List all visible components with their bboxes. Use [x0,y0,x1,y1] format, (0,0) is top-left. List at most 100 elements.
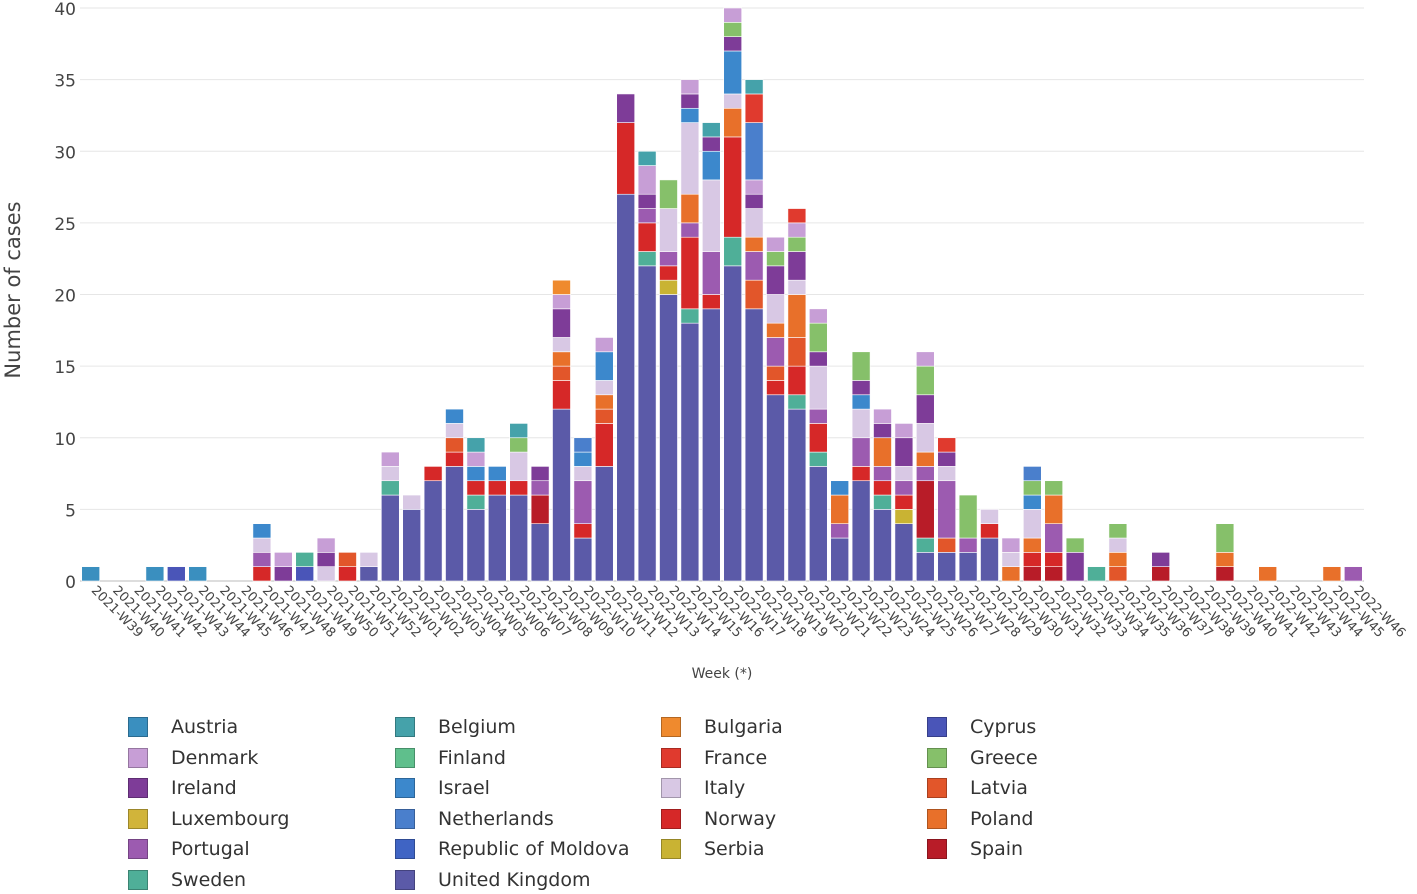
bar-segment-denmark [595,337,614,353]
bar-segment-united-kingdom [830,537,849,582]
bar-segment-ireland [702,136,721,152]
legend-swatch [395,869,415,890]
legend-item-latvia[interactable]: Latvia [927,775,1028,801]
bar-segment-united-kingdom [381,494,400,582]
bar-segment-ireland [316,552,336,567]
bar-segment-greece [723,22,742,37]
legend-item-bulgaria[interactable]: Bulgaria [661,714,783,740]
bar-segment-united-kingdom [680,322,700,582]
legend-item-republic-of-moldova[interactable]: Republic of Moldova [395,836,629,862]
bar-segment-norway [894,494,914,510]
bar-segment-denmark [744,179,764,195]
bar-segment-italy [509,451,528,482]
legend-item-portugal[interactable]: Portugal [128,836,250,862]
bar-segment-latvia [787,337,807,367]
bar-segment-netherlands [1023,466,1042,482]
legend-item-denmark[interactable]: Denmark [128,745,258,771]
legend-item-united-kingdom[interactable]: United Kingdom [395,867,591,893]
x-axis-title: Week (*) [692,666,753,682]
legend-item-israel[interactable]: Israel [395,775,490,801]
bar-segment-united-kingdom [423,480,443,582]
bar-segment-latvia [595,408,614,424]
bar-segment-italy [744,208,764,238]
bar-segment-poland [723,107,742,138]
bar-segment-sweden [873,494,892,510]
bar-segment-sweden [916,537,935,553]
bar-segment-italy [595,380,614,396]
legend-item-finland[interactable]: Finland [395,745,506,771]
legend-item-ireland[interactable]: Ireland [128,775,237,801]
legend-swatch [661,747,681,768]
legend-item-austria[interactable]: Austria [128,714,238,740]
legend-label: Luxembourg [171,807,290,830]
bar-segment-portugal [530,480,550,496]
bar-segment-portugal [1044,523,1063,553]
y-tick-label: 20 [54,287,76,307]
legend-item-serbia[interactable]: Serbia [661,836,765,862]
bar-segment-poland [1001,566,1021,582]
legend-item-belgium[interactable]: Belgium [395,714,516,740]
bar-segment-ireland [916,394,935,424]
bar-segment-italy [445,423,464,439]
bar-segment-israel [573,451,593,467]
legend-label: Spain [970,838,1024,860]
bar-segment-spain [1044,566,1063,582]
bar-segment-spain [1215,566,1235,582]
bar-segment-united-kingdom [488,494,507,582]
bar-segment-greece [1215,523,1235,553]
legend-item-norway[interactable]: Norway [661,806,776,832]
bar-segment-ireland [1065,552,1085,582]
bar-segment-portugal [937,480,956,539]
bar-segment-sweden [723,236,742,267]
bar-segment-norway [423,466,443,482]
bar-segment-norway [595,423,614,467]
legend-label: France [704,746,768,769]
legend-label: Italy [704,777,746,799]
bar-segment-denmark [381,451,400,467]
bar-segment-united-kingdom [573,537,593,582]
bar-segment-norway [252,566,272,582]
bar-segment-israel [680,107,700,123]
bar-segment-poland [1108,552,1128,567]
bar-segment-italy [402,494,421,510]
legend-item-poland[interactable]: Poland [927,806,1033,832]
bar-segment-ireland [873,423,892,439]
legend-item-italy[interactable]: Italy [661,775,745,801]
legend-item-cyprus[interactable]: Cyprus [927,714,1036,740]
bar-segment-denmark [787,222,807,238]
bar-segment-norway [659,265,678,281]
bar-segment-norway [552,380,571,410]
bar-segment-united-kingdom [937,552,956,582]
bar-segment-italy [809,365,828,410]
legend-label: Denmark [171,746,259,769]
legend-swatch [395,839,415,859]
bar-segment-portugal [830,523,849,539]
bar-segment-greece [809,322,828,353]
bar-segment-ireland [766,265,785,295]
bar-segment-serbia [659,279,678,295]
legend-item-spain[interactable]: Spain [927,836,1023,862]
y-axis-title: Number of cases [1,201,25,378]
bar-segment-ireland [680,93,700,109]
bar-segment-ireland [787,251,807,281]
bar-segment-norway [680,236,700,310]
legend-label: Bulgaria [704,716,783,738]
legend-item-netherlands[interactable]: Netherlands [395,806,554,832]
bar-segment-italy [359,552,379,567]
bar-segment-united-kingdom [595,466,614,582]
legend-item-sweden[interactable]: Sweden [128,867,246,893]
legend-item-greece[interactable]: Greece [927,745,1038,771]
y-tick-label: 35 [54,72,76,92]
chart-canvas: 05101520253035402021-W392021-W402021-W41… [1,0,1408,682]
legend-item-luxembourg[interactable]: Luxembourg [128,806,289,832]
bar-segment-poland [766,322,785,338]
legend-item-france[interactable]: France [661,745,767,771]
bar-segment-portugal [680,222,700,238]
bar-segment-united-kingdom [980,537,999,582]
bar-segment-france [937,437,956,453]
bar-segment-latvia [338,552,357,567]
bar-segment-poland [1258,566,1277,582]
bar-segment-denmark [1001,537,1021,553]
bar-segment-poland [1215,552,1235,567]
bar-segment-latvia [552,365,571,381]
